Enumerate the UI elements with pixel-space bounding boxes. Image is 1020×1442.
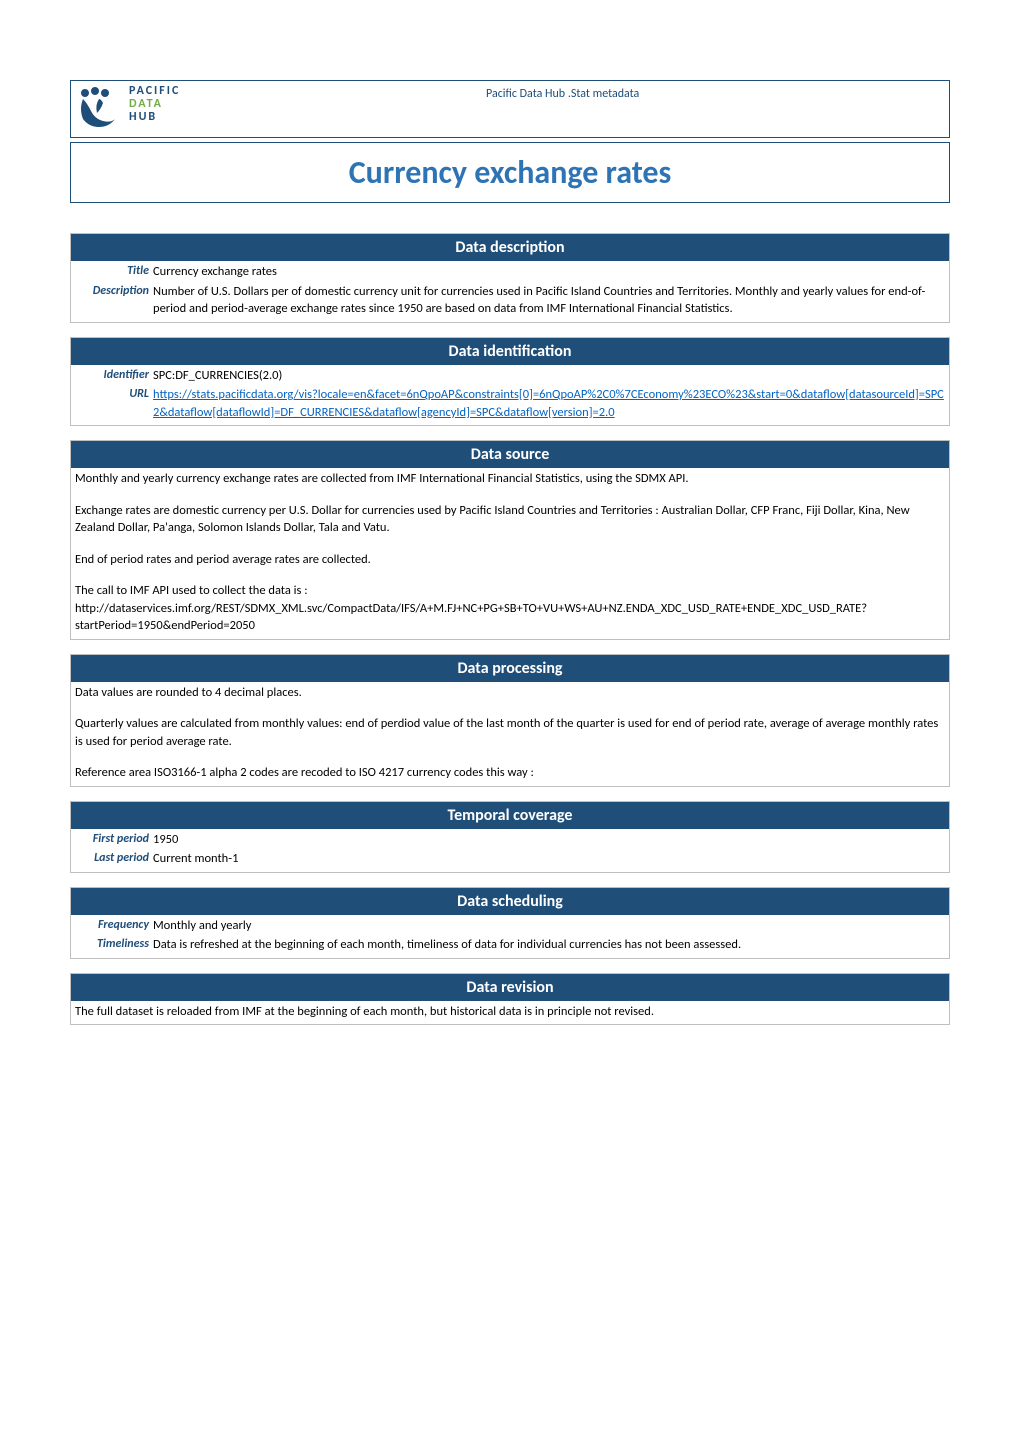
field-label-description: Description (75, 283, 153, 318)
section-temporal-coverage: Temporal coverage First period 1950 Last… (70, 801, 950, 873)
field-label-first-period: First period (75, 831, 153, 849)
field-row-timeliness: Timeliness Data is refreshed at the begi… (75, 936, 945, 954)
main-title: Currency exchange rates (81, 153, 939, 192)
section-header-temporal: Temporal coverage (71, 802, 949, 829)
field-row-url: URL https://stats.pacificdata.org/vis?lo… (75, 386, 945, 421)
field-row-title: Title Currency exchange rates (75, 263, 945, 281)
field-value-timeliness: Data is refreshed at the beginning of ea… (153, 936, 945, 954)
field-label-frequency: Frequency (75, 917, 153, 935)
field-label-last-period: Last period (75, 850, 153, 868)
field-label-identifier: Identifier (75, 367, 153, 385)
field-label-timeliness: Timeliness (75, 936, 153, 954)
section-text-source: Monthly and yearly currency exchange rat… (71, 468, 949, 639)
header-box: PACIFIC DATA HUB Pacific Data Hub .Stat … (70, 80, 950, 138)
source-para-1: Exchange rates are domestic currency per… (75, 502, 945, 537)
section-data-processing: Data processing Data values are rounded … (70, 654, 950, 787)
section-header-source: Data source (71, 441, 949, 468)
field-value-description: Number of U.S. Dollars per of domestic c… (153, 283, 945, 318)
field-row-last-period: Last period Current month-1 (75, 850, 945, 868)
source-para-3: The call to IMF API used to collect the … (75, 582, 945, 635)
section-body-description: Title Currency exchange rates Descriptio… (71, 261, 949, 322)
field-value-frequency: Monthly and yearly (153, 917, 945, 935)
logo: PACIFIC DATA HUB (75, 85, 180, 133)
section-data-revision: Data revision The full dataset is reload… (70, 973, 950, 1026)
field-row-first-period: First period 1950 (75, 831, 945, 849)
section-header-revision: Data revision (71, 974, 949, 1001)
section-header-description: Data description (71, 234, 949, 261)
url-link[interactable]: https://stats.pacificdata.org/vis?locale… (153, 387, 944, 420)
revision-para-0: The full dataset is reloaded from IMF at… (75, 1003, 945, 1021)
source-para-0: Monthly and yearly currency exchange rat… (75, 470, 945, 488)
processing-para-1: Quarterly values are calculated from mon… (75, 715, 945, 750)
field-value-title: Currency exchange rates (153, 263, 945, 281)
section-body-temporal: First period 1950 Last period Current mo… (71, 829, 949, 872)
section-data-description: Data description Title Currency exchange… (70, 233, 950, 323)
header-subtitle: Pacific Data Hub .Stat metadata (180, 85, 945, 101)
source-para-2: End of period rates and period average r… (75, 551, 945, 569)
section-data-identification: Data identification Identifier SPC:DF_CU… (70, 337, 950, 427)
field-value-identifier: SPC:DF_CURRENCIES(2.0) (153, 367, 945, 385)
section-header-identification: Data identification (71, 338, 949, 365)
field-value-url: https://stats.pacificdata.org/vis?locale… (153, 386, 945, 421)
logo-text-hub: HUB (129, 111, 180, 124)
field-label-url: URL (75, 386, 153, 421)
field-label-title: Title (75, 263, 153, 281)
field-row-identifier: Identifier SPC:DF_CURRENCIES(2.0) (75, 367, 945, 385)
logo-swirl-icon (75, 85, 123, 133)
field-value-last-period: Current month-1 (153, 850, 945, 868)
field-row-frequency: Frequency Monthly and yearly (75, 917, 945, 935)
section-data-source: Data source Monthly and yearly currency … (70, 440, 950, 640)
section-text-processing: Data values are rounded to 4 decimal pla… (71, 682, 949, 786)
processing-para-2: Reference area ISO3166-1 alpha 2 codes a… (75, 764, 945, 782)
processing-para-0: Data values are rounded to 4 decimal pla… (75, 684, 945, 702)
main-title-box: Currency exchange rates (70, 142, 950, 203)
section-body-scheduling: Frequency Monthly and yearly Timeliness … (71, 915, 949, 958)
section-header-processing: Data processing (71, 655, 949, 682)
section-header-scheduling: Data scheduling (71, 888, 949, 915)
section-text-revision: The full dataset is reloaded from IMF at… (71, 1001, 949, 1025)
field-value-first-period: 1950 (153, 831, 945, 849)
logo-text: PACIFIC DATA HUB (129, 85, 180, 125)
field-row-description: Description Number of U.S. Dollars per o… (75, 283, 945, 318)
section-data-scheduling: Data scheduling Frequency Monthly and ye… (70, 887, 950, 959)
section-body-identification: Identifier SPC:DF_CURRENCIES(2.0) URL ht… (71, 365, 949, 426)
